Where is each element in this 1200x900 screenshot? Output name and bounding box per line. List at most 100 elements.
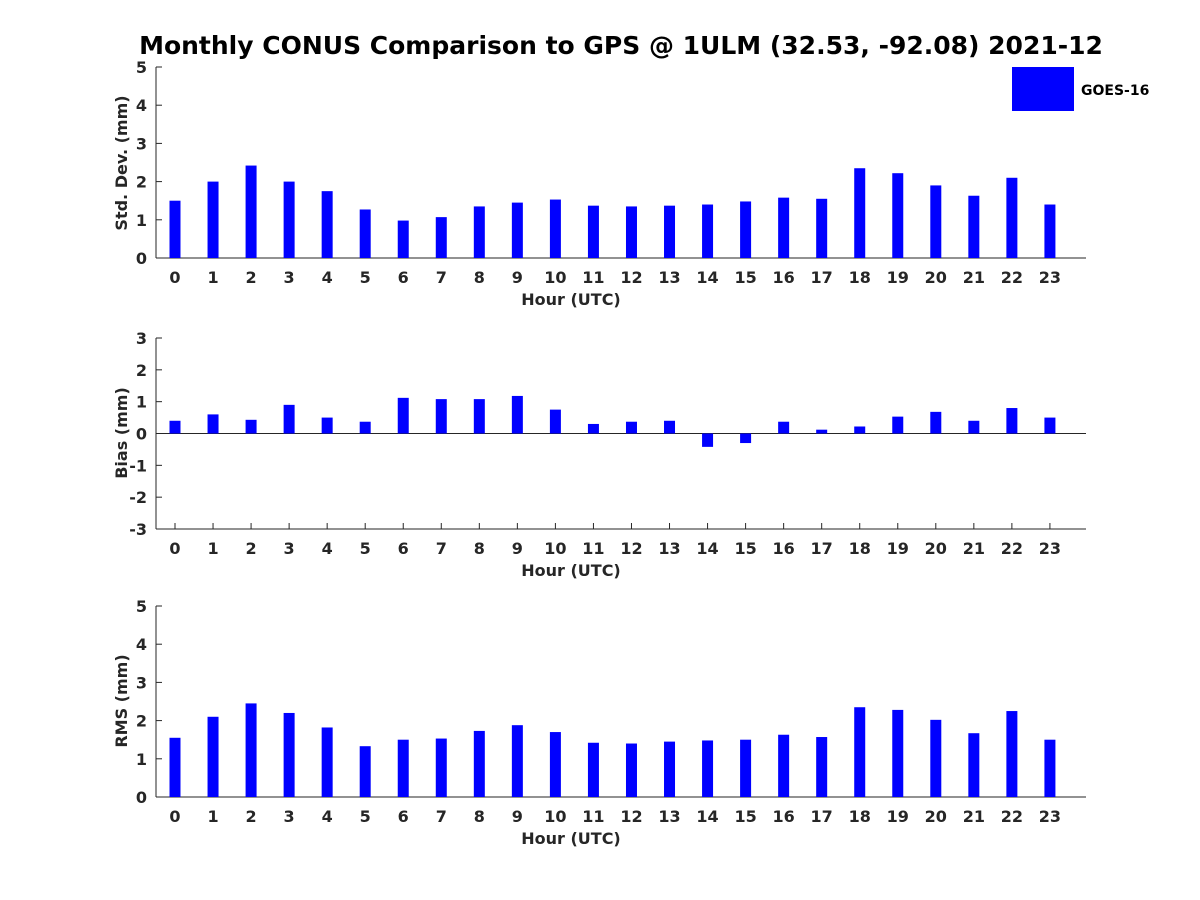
bar-hour-5 — [359, 209, 371, 258]
bar-hour-3 — [283, 404, 295, 434]
x-tick-label: 9 — [512, 807, 523, 826]
x-tick-label: 1 — [207, 539, 218, 558]
bar-hour-2 — [245, 703, 257, 797]
x-tick-label: 9 — [512, 268, 523, 287]
x-tick-label: 10 — [544, 807, 566, 826]
x-tick-label: 6 — [398, 539, 409, 558]
x-tick-label: 22 — [1001, 539, 1023, 558]
x-tick-label: 4 — [322, 268, 333, 287]
bar-hour-0 — [169, 420, 181, 434]
bar-hour-15 — [740, 433, 752, 444]
x-tick-label: 0 — [169, 268, 180, 287]
y-tick-label: 0 — [136, 788, 147, 807]
x-tick-label: 13 — [658, 539, 680, 558]
x-axis-label: Hour (UTC) — [521, 829, 621, 848]
x-tick-label: 17 — [811, 807, 833, 826]
bar-hour-7 — [435, 399, 447, 434]
y-tick-label: 2 — [136, 361, 147, 380]
x-tick-label: 12 — [620, 268, 642, 287]
x-tick-label: 16 — [773, 807, 795, 826]
x-tick-label: 23 — [1039, 539, 1061, 558]
bar-hour-2 — [245, 165, 257, 258]
bar-hour-2 — [245, 419, 257, 434]
bar-hour-19 — [892, 416, 904, 434]
x-tick-label: 16 — [773, 539, 795, 558]
x-tick-label: 13 — [658, 268, 680, 287]
x-tick-label: 3 — [284, 539, 295, 558]
y-tick-label: -3 — [129, 520, 147, 539]
bar-hour-15 — [740, 201, 752, 258]
bar-hour-3 — [283, 712, 295, 797]
x-tick-label: 4 — [322, 539, 333, 558]
x-tick-label: 20 — [925, 807, 947, 826]
x-tick-label: 9 — [512, 539, 523, 558]
bar-hour-17 — [816, 429, 828, 434]
x-tick-label: 5 — [360, 807, 371, 826]
x-tick-label: 14 — [696, 807, 718, 826]
x-tick-label: 17 — [811, 268, 833, 287]
x-tick-label: 0 — [169, 807, 180, 826]
y-tick-label: -1 — [129, 456, 147, 475]
y-axis-label: Bias (mm) — [112, 387, 131, 479]
bar-hour-1 — [207, 181, 219, 258]
bar-hour-11 — [587, 205, 599, 258]
bar-hour-19 — [892, 709, 904, 797]
bar-hour-13 — [664, 420, 676, 434]
bar-hour-6 — [397, 397, 409, 434]
bar-hour-15 — [740, 739, 752, 797]
bar-hour-18 — [854, 168, 866, 258]
x-tick-label: 6 — [398, 807, 409, 826]
bar-hour-12 — [625, 206, 637, 258]
bar-hour-19 — [892, 173, 904, 258]
bar-hour-11 — [587, 742, 599, 797]
bar-hour-20 — [930, 719, 942, 797]
y-tick-label: 5 — [136, 58, 147, 77]
x-tick-label: 0 — [169, 539, 180, 558]
bar-hour-1 — [207, 414, 219, 434]
bar-hour-12 — [625, 421, 637, 434]
x-tick-label: 10 — [544, 539, 566, 558]
bar-hour-22 — [1006, 408, 1018, 434]
x-axis-label: Hour (UTC) — [521, 290, 621, 309]
x-tick-label: 14 — [696, 268, 718, 287]
bar-hour-9 — [511, 202, 523, 258]
bar-hour-10 — [549, 409, 561, 434]
x-tick-label: 19 — [887, 268, 909, 287]
y-tick-label: 3 — [136, 329, 147, 348]
legend-swatch — [1012, 67, 1074, 111]
x-tick-label: 7 — [436, 807, 447, 826]
y-tick-label: 2 — [136, 712, 147, 731]
x-tick-label: 1 — [207, 268, 218, 287]
bar-hour-7 — [435, 217, 447, 258]
bar-hour-3 — [283, 181, 295, 258]
bar-hour-20 — [930, 411, 942, 434]
x-tick-label: 7 — [436, 539, 447, 558]
legend-label: GOES-16 — [1081, 83, 1149, 99]
y-tick-label: 1 — [136, 211, 147, 230]
x-tick-label: 14 — [696, 539, 718, 558]
bar-hour-0 — [169, 737, 181, 797]
bar-hour-4 — [321, 727, 333, 797]
y-tick-label: 5 — [136, 597, 147, 616]
x-tick-label: 2 — [246, 807, 257, 826]
x-tick-label: 21 — [963, 539, 985, 558]
y-tick-label: 1 — [136, 750, 147, 769]
bar-hour-6 — [397, 739, 409, 797]
x-tick-label: 8 — [474, 268, 485, 287]
y-tick-label: -2 — [129, 488, 147, 507]
x-tick-label: 18 — [849, 807, 871, 826]
x-axis-label: Hour (UTC) — [521, 561, 621, 580]
bar-hour-16 — [778, 734, 790, 797]
bar-hour-18 — [854, 707, 866, 797]
x-tick-label: 15 — [734, 807, 756, 826]
legend: GOES-16 — [1012, 67, 1149, 111]
y-axis-label: RMS (mm) — [112, 654, 131, 747]
bar-hour-13 — [664, 741, 676, 797]
bar-hour-8 — [473, 730, 485, 797]
bar-hour-20 — [930, 185, 942, 258]
bar-hour-14 — [702, 433, 714, 447]
bar-hour-12 — [625, 743, 637, 797]
